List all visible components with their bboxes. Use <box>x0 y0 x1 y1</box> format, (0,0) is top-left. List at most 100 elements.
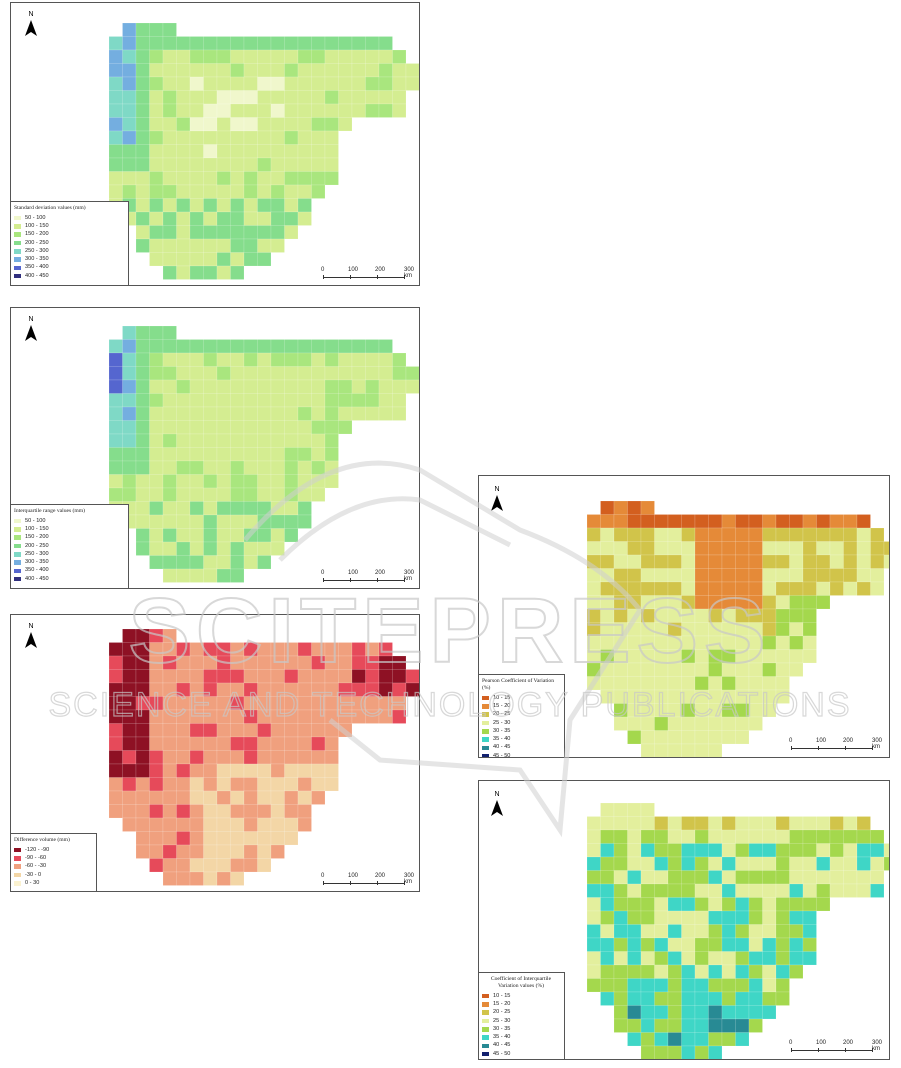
grid-cell <box>856 883 871 898</box>
grid-cell <box>829 568 844 583</box>
grid-cell <box>216 171 231 186</box>
grid-cell <box>257 393 272 408</box>
grid-cell <box>297 406 312 421</box>
grid-cell <box>203 352 218 367</box>
legend-label: 300 - 350 <box>25 559 49 566</box>
grid-cell <box>600 689 615 704</box>
grid-cell <box>270 339 285 354</box>
grid-cell <box>627 716 642 731</box>
grid-cell <box>297 49 312 64</box>
grid-cell <box>856 856 871 871</box>
legend-swatch <box>482 1002 489 1007</box>
grid-cell <box>654 978 669 993</box>
grid-cell <box>189 736 204 751</box>
grid-cell <box>230 487 245 502</box>
grid-cell <box>108 352 123 367</box>
grid-cell <box>775 541 790 556</box>
grid-cell <box>735 991 750 1006</box>
grid-cell <box>216 198 231 213</box>
grid-cell <box>775 937 790 952</box>
grid-cell <box>708 703 723 718</box>
grid-cell <box>176 117 191 132</box>
grid-cell <box>270 366 285 381</box>
grid-cell <box>149 76 164 91</box>
grid-cell <box>324 642 339 657</box>
legend-item: 40 - 45 <box>482 1042 560 1050</box>
grid-cell <box>762 978 777 993</box>
grid-cell <box>600 514 615 529</box>
grid-cell <box>721 856 736 871</box>
grid-cell <box>600 843 615 858</box>
grid-cell <box>667 595 682 610</box>
grid-cell <box>324 366 339 381</box>
grid-cell <box>162 736 177 751</box>
grid-cell <box>135 696 150 711</box>
grid-cell <box>176 514 191 529</box>
grid-cell <box>284 669 299 684</box>
grid-cell <box>365 76 380 91</box>
grid-cell <box>122 474 137 489</box>
grid-cell <box>654 951 669 966</box>
grid-cell <box>613 829 628 844</box>
grid-cell <box>378 393 393 408</box>
grid-cell <box>816 514 831 529</box>
grid-cell <box>654 514 669 529</box>
grid-cell <box>640 622 655 637</box>
grid-cell <box>203 366 218 381</box>
grid-cell <box>216 393 231 408</box>
grid-cell <box>297 777 312 792</box>
grid-cell <box>351 655 366 670</box>
grid-cell <box>216 117 231 132</box>
grid-cell <box>122 433 137 448</box>
grid-cell <box>721 730 736 745</box>
grid-cell <box>311 157 326 172</box>
grid-cell <box>600 608 615 623</box>
grid-cell <box>627 581 642 596</box>
grid-cell <box>640 689 655 704</box>
grid-cell <box>189 804 204 819</box>
grid-cell <box>324 696 339 711</box>
grid-cell <box>162 514 177 529</box>
grid-cell <box>324 420 339 435</box>
legend-label: 200 - 250 <box>25 542 49 549</box>
grid-cell <box>405 379 419 394</box>
grid-cell <box>667 991 682 1006</box>
grid-cell <box>149 501 164 516</box>
grid-cell <box>216 63 231 78</box>
grid-cell <box>586 568 601 583</box>
grid-cell <box>681 716 696 731</box>
grid-cell <box>189 501 204 516</box>
grid-cell <box>216 817 231 832</box>
grid-cell <box>243 447 258 462</box>
grid-cell <box>162 76 177 91</box>
grid-cell <box>176 790 191 805</box>
grid-cell <box>775 816 790 831</box>
grid-cell <box>149 36 164 51</box>
grid-cell <box>176 339 191 354</box>
grid-cell <box>230 696 245 711</box>
scale-label: 0 <box>321 873 325 879</box>
grid-cell <box>257 709 272 724</box>
grid-cell <box>762 554 777 569</box>
grid-cell <box>351 379 366 394</box>
grid-cell <box>600 554 615 569</box>
grid-cell <box>108 433 123 448</box>
grid-cell <box>135 103 150 118</box>
grid-cell <box>243 736 258 751</box>
grid-cell <box>365 669 380 684</box>
grid-cell <box>762 595 777 610</box>
grid-cell <box>162 763 177 778</box>
grid-cell <box>162 252 177 267</box>
grid-cell <box>176 198 191 213</box>
legend-label: 250 - 300 <box>25 247 49 254</box>
grid-cell <box>843 870 858 885</box>
grid-cell <box>627 829 642 844</box>
grid-cell <box>176 393 191 408</box>
legend-swatch <box>14 273 21 279</box>
legend-swatch <box>14 856 21 861</box>
grid-cell <box>600 541 615 556</box>
grid-cell <box>189 777 204 792</box>
grid-cell <box>735 910 750 925</box>
grid-cell <box>243 238 258 253</box>
grid-cell <box>135 171 150 186</box>
